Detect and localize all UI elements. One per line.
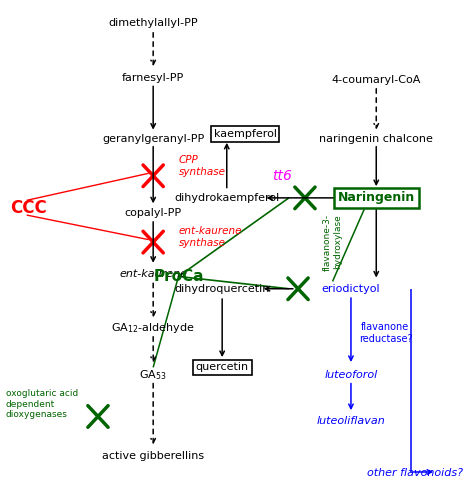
Text: 4-coumaryl-CoA: 4-coumaryl-CoA	[332, 75, 421, 85]
Text: GA$_{53}$: GA$_{53}$	[139, 368, 167, 382]
Text: dimethylallyl-PP: dimethylallyl-PP	[109, 18, 198, 29]
Text: CCC: CCC	[10, 199, 47, 217]
Text: kaempferol: kaempferol	[214, 129, 277, 139]
Text: oxoglutaric acid
dependent
dioxygenases: oxoglutaric acid dependent dioxygenases	[6, 389, 78, 419]
Text: active gibberellins: active gibberellins	[102, 451, 204, 461]
Text: naringenin chalcone: naringenin chalcone	[319, 134, 433, 144]
Text: copalyl-PP: copalyl-PP	[125, 207, 182, 218]
Text: luteoforol: luteoforol	[324, 370, 378, 380]
Text: flavanone-3-
hydroxylase: flavanone-3- hydroxylase	[323, 213, 342, 271]
Text: GA$_{12}$-aldehyde: GA$_{12}$-aldehyde	[111, 321, 195, 335]
Text: Naringenin: Naringenin	[337, 191, 415, 205]
Text: ent-kaurene
synthase: ent-kaurene synthase	[179, 226, 242, 248]
Text: geranylgeranyl-PP: geranylgeranyl-PP	[102, 134, 204, 144]
Text: eriodictyol: eriodictyol	[322, 284, 380, 294]
Text: quercetin: quercetin	[196, 363, 249, 372]
Text: dihydrokaempferol: dihydrokaempferol	[174, 193, 279, 203]
Text: farnesyl-PP: farnesyl-PP	[122, 73, 184, 82]
Text: tt6: tt6	[272, 169, 292, 183]
Text: ProCa: ProCa	[153, 269, 204, 284]
Text: ent-kaurene: ent-kaurene	[119, 269, 187, 279]
Text: luteoliflavan: luteoliflavan	[317, 416, 385, 426]
Text: other flavonoids?: other flavonoids?	[367, 468, 464, 478]
Text: dihydroquercetin: dihydroquercetin	[174, 284, 270, 294]
Text: CPP
synthase: CPP synthase	[179, 155, 226, 177]
Text: flavanone
reductase?: flavanone reductase?	[359, 322, 412, 344]
